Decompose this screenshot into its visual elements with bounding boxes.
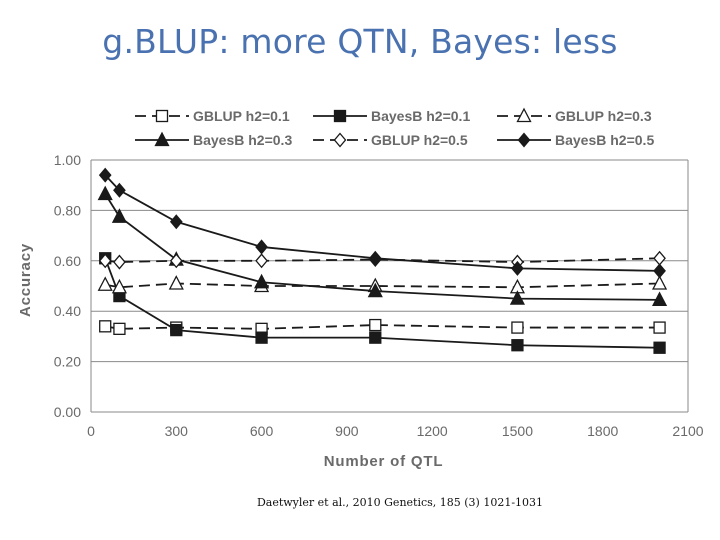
x-tick-label: 900 [335,423,359,439]
legend-marker [155,109,169,123]
legend-entry: GBLUP h2=0.5 [313,132,468,148]
x-tick-label: 0 [87,423,95,439]
y-tick-label: 0.20 [54,354,81,370]
legend-marker [517,132,531,148]
data-point [169,214,183,230]
y-tick-label: 0.40 [54,303,81,319]
x-tick-label: 300 [165,423,189,439]
legend-label: BayesB h2=0.1 [371,108,470,124]
data-point [113,254,126,270]
data-point [511,321,524,334]
data-point [254,273,270,289]
data-point [511,260,524,276]
data-point [653,263,666,279]
data-point [97,276,113,291]
data-point [653,321,666,334]
data-point [111,208,127,223]
x-tick-label: 600 [250,423,274,439]
data-point [369,331,382,344]
legend-label: BayesB h2=0.5 [555,132,654,148]
data-point [113,182,126,198]
legend-entry: GBLUP h2=0.3 [497,107,652,124]
data-point [367,282,383,298]
data-point [169,253,183,269]
data-point [255,239,268,255]
legend-entry: BayesB h2=0.3 [135,131,292,148]
legend-entry: BayesB h2=0.1 [313,108,470,124]
data-point [99,320,112,333]
data-point [652,291,668,307]
data-point [652,275,668,290]
legend-label: GBLUP h2=0.1 [193,108,290,124]
x-axis-title: Number of QTL [324,453,444,470]
data-point [98,167,112,183]
data-point [368,250,382,266]
data-point [170,323,183,337]
y-tick-label: 0.00 [54,404,81,420]
data-point [255,253,268,269]
legend-label: BayesB h2=0.3 [193,132,292,148]
data-point [111,278,127,294]
legend-entry: BayesB h2=0.5 [497,132,654,148]
data-point [255,331,268,344]
legend-marker [333,132,347,148]
x-tick-label: 1500 [502,423,533,439]
x-tick-label: 2100 [672,423,703,439]
data-point [113,322,126,335]
citation: Daetwyler et al., 2010 Genetics, 185 (3)… [256,496,544,509]
data-point [98,253,112,269]
legend-marker [516,107,532,123]
legend-marker [154,131,170,147]
data-point [168,275,184,290]
legend-label: GBLUP h2=0.3 [555,108,652,124]
data-point [653,341,666,354]
x-tick-label: 1800 [587,423,618,439]
x-tick-label: 1200 [417,423,448,439]
y-axis-title: Accuracy [17,243,34,317]
legend-label: GBLUP h2=0.5 [371,132,468,148]
series-bayesb-h2-0-5 [98,167,666,279]
slide-title: g.BLUP: more QTN, Bayes: less [102,22,618,61]
legend-marker [333,109,347,123]
data-point [511,339,524,352]
y-tick-label: 1.00 [54,152,81,168]
y-tick-label: 0.80 [54,202,81,218]
data-point [97,185,113,201]
data-point [509,290,525,305]
legend-entry: GBLUP h2=0.1 [135,108,290,124]
y-tick-label: 0.60 [54,253,81,269]
data-point [369,318,382,332]
